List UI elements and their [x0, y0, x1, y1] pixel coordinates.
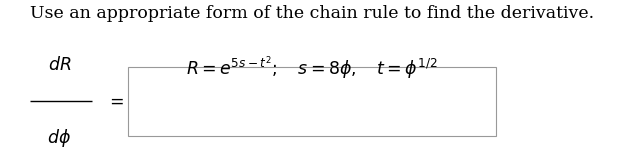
Text: $R = e^{5s-t^2};\quad s = 8\phi, \quad t = \phi^{1/2}$: $R = e^{5s-t^2};\quad s = 8\phi, \quad t…	[186, 54, 438, 82]
Text: $dR$: $dR$	[47, 56, 71, 74]
FancyBboxPatch shape	[128, 67, 496, 136]
Text: $=$: $=$	[106, 92, 125, 109]
Text: Use an appropriate form of the chain rule to find the derivative.: Use an appropriate form of the chain rul…	[30, 5, 594, 22]
Text: $d\phi$: $d\phi$	[47, 127, 71, 149]
